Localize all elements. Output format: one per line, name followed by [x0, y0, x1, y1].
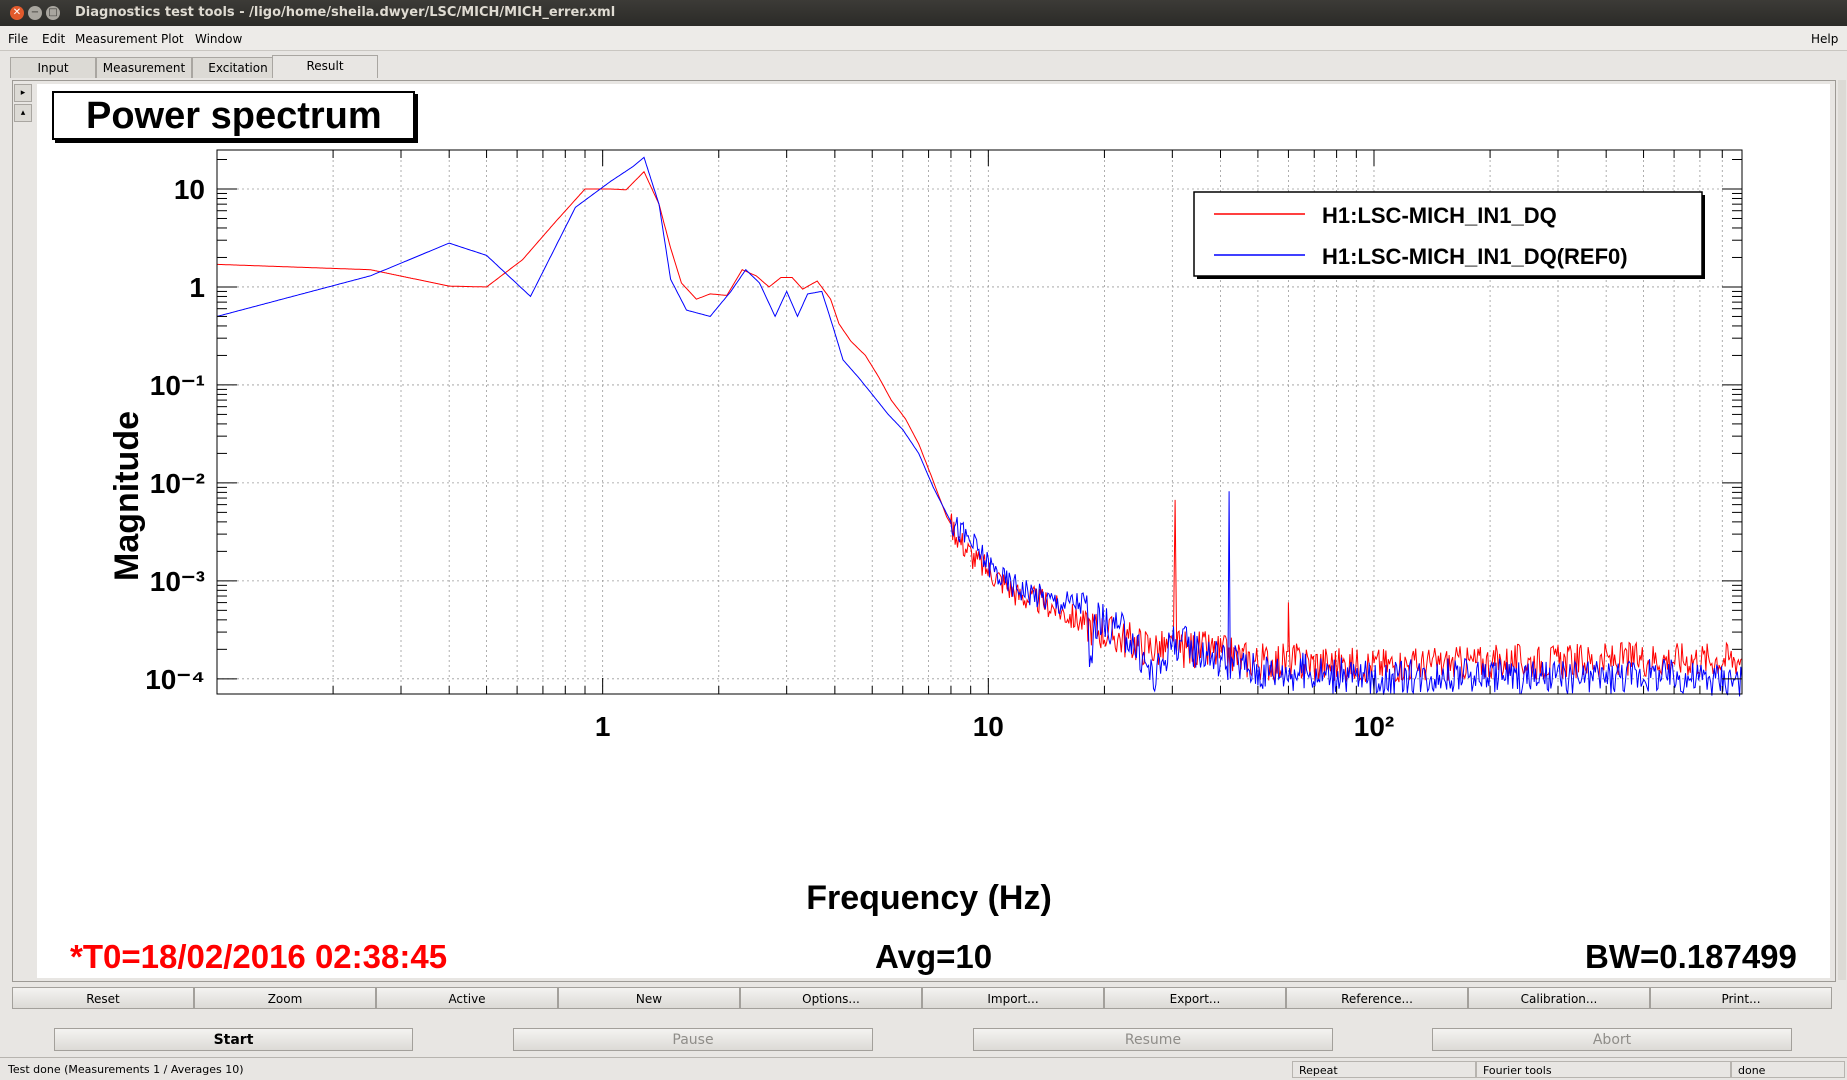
maximize-window-icon[interactable]: □ [46, 6, 60, 20]
legend-label-series-2: H1:LSC-MICH_IN1_DQ(REF0) [1322, 244, 1628, 269]
pause-button[interactable]: Pause [513, 1028, 873, 1051]
plot-canvas: 1 10 10² 10 1 10⁻¹ 10⁻² 10⁻³ 10⁻⁴ Frequency (Hz)… [37, 84, 1830, 978]
tab-result[interactable]: Result [272, 55, 378, 78]
y-tick-label: 10⁻³ [150, 566, 205, 597]
axis-ticks: 1 10 10² 10 1 10⁻¹ 10⁻² 10⁻³ 10⁻⁴ [145, 150, 1743, 742]
menu-file[interactable]: File [8, 32, 29, 46]
zoom-button[interactable]: Zoom [194, 987, 376, 1009]
minimize-window-icon[interactable]: − [28, 6, 42, 20]
status-message: Test done (Measurements 1 / Averages 10) [2, 1061, 1292, 1078]
menu-plot[interactable]: Plot [161, 32, 184, 46]
x-tick-label: 1 [595, 711, 611, 742]
new-button[interactable]: New [558, 987, 740, 1009]
legend-label-series-1: H1:LSC-MICH_IN1_DQ [1322, 203, 1557, 228]
menu-measurement[interactable]: Measurement [75, 32, 158, 46]
window-title: Diagnostics test tools - /ligo/home/shei… [75, 5, 616, 20]
abort-button[interactable]: Abort [1432, 1028, 1792, 1051]
export-button[interactable]: Export... [1104, 987, 1286, 1009]
y-tick-label: 1 [189, 272, 205, 303]
menu-edit[interactable]: Edit [42, 32, 66, 46]
y-tick-label: 10⁻⁴ [145, 664, 205, 695]
tab-measurement[interactable]: Measurement [96, 57, 192, 78]
window-title-bar: ✕ − □ Diagnostics test tools - /ligo/hom… [0, 0, 1847, 26]
import-button[interactable]: Import... [922, 987, 1104, 1009]
scroll-right-icon[interactable]: ▸ [14, 84, 32, 102]
x-tick-label: 10 [973, 711, 1004, 742]
plot-frame [216, 149, 1743, 695]
reference-button[interactable]: Reference... [1286, 987, 1468, 1009]
legend: H1:LSC-MICH_IN1_DQ H1:LSC-MICH_IN1_DQ(RE… [1193, 191, 1705, 279]
bandwidth-value: BW=0.187499 [1585, 938, 1797, 975]
close-window-icon[interactable]: ✕ [10, 6, 24, 20]
y-tick-label: 10 [174, 174, 205, 205]
start-button[interactable]: Start [54, 1028, 413, 1051]
menu-bar: File Edit Measurement Plot Window Help [0, 26, 1847, 51]
scroll-up-icon[interactable]: ▴ [14, 104, 32, 122]
vertical-scrollbar[interactable] [1838, 80, 1846, 980]
y-tick-label: 10⁻¹ [150, 370, 205, 401]
status-tool: Fourier tools [1476, 1061, 1731, 1078]
menu-window[interactable]: Window [195, 32, 243, 46]
tab-excitation[interactable]: Excitation [192, 57, 284, 78]
t0-timestamp: *T0=18/02/2016 02:38:45 [70, 938, 448, 975]
y-tick-label: 10⁻² [150, 468, 205, 499]
options-button[interactable]: Options... [740, 987, 922, 1009]
status-bar: Test done (Measurements 1 / Averages 10)… [0, 1057, 1847, 1080]
tab-input[interactable]: Input [10, 57, 96, 78]
x-tick-label: 10² [1354, 711, 1394, 742]
averages-count: Avg=10 [875, 938, 993, 975]
y-axis-label: Magnitude [108, 411, 146, 581]
reset-button[interactable]: Reset [12, 987, 194, 1009]
power-spectrum-chart: 1 10 10² 10 1 10⁻¹ 10⁻² 10⁻³ 10⁻⁴ Frequency (Hz)… [108, 149, 1743, 917]
calibration-button[interactable]: Calibration... [1468, 987, 1650, 1009]
active-button[interactable]: Active [376, 987, 558, 1009]
status-state: done [1731, 1061, 1845, 1078]
resume-button[interactable]: Resume [973, 1028, 1333, 1051]
x-axis-label: Frequency (Hz) [806, 879, 1052, 917]
series-layer [216, 156, 1743, 697]
plot-title: Power spectrum [52, 91, 415, 140]
series-line-2 [216, 156, 1743, 697]
measurement-controls: Start Pause Resume Abort [0, 1016, 1847, 1054]
menu-help[interactable]: Help [1811, 32, 1839, 46]
print-button[interactable]: Print... [1650, 987, 1832, 1009]
status-repeat: Repeat [1292, 1061, 1476, 1078]
